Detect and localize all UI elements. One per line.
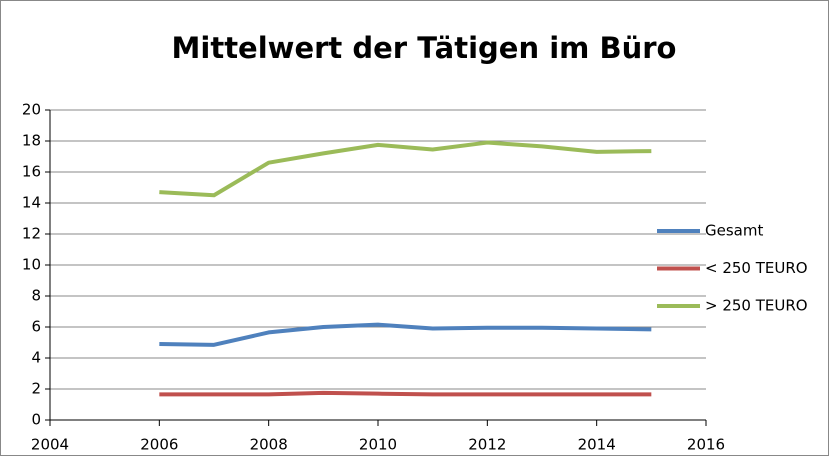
x-tick-label: 2006 [140,436,178,454]
y-tick-label: 4 [31,349,41,367]
chart-title: Mittelwert der Tätigen im Büro [172,31,677,65]
legend-label: < 250 TEURO [705,259,808,277]
y-tick-label: 12 [22,225,41,243]
y-tick-label: 0 [31,411,41,429]
y-tick-label: 2 [31,380,41,398]
x-tick-label: 2014 [578,436,616,454]
x-tick-label: 2004 [31,436,69,454]
y-tick-label: 10 [22,256,41,274]
x-tick-label: 2012 [468,436,506,454]
series-line [159,322,652,347]
y-tick-label: 6 [31,318,41,336]
y-tick-label: 20 [22,101,41,119]
series-line [159,390,652,397]
x-tick-label: 2010 [359,436,397,454]
y-tick-label: 18 [22,132,41,150]
legend-label: > 250 TEURO [705,297,808,315]
x-tick-label: 2016 [687,436,725,454]
x-tick-label: 2008 [250,436,288,454]
series-line [159,140,652,198]
y-tick-label: 14 [22,194,41,212]
legend-label: Gesamt [705,222,763,240]
y-tick-label: 8 [31,287,41,305]
y-tick-label: 16 [22,163,41,181]
